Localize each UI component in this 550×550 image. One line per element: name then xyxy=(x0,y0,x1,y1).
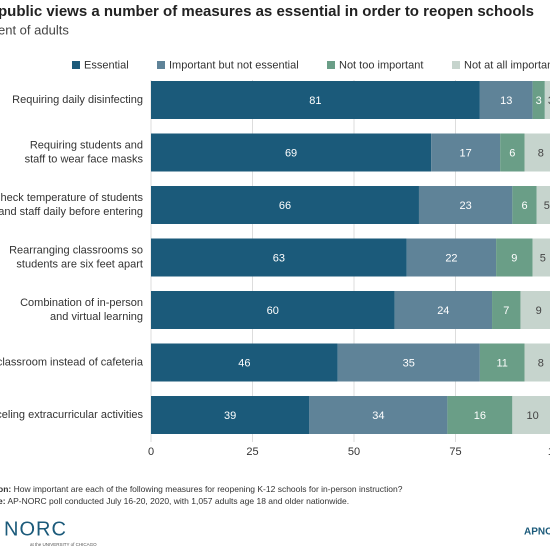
bar-segment xyxy=(492,291,521,329)
bar-segment xyxy=(479,343,525,382)
bar-segment xyxy=(151,238,407,277)
value-label: 7 xyxy=(503,305,509,317)
value-label: 5 xyxy=(544,200,550,212)
legend-swatch xyxy=(157,61,165,69)
value-label: 66 xyxy=(279,200,291,212)
chart-subtitle: ent of adults xyxy=(0,22,69,37)
legend-swatch xyxy=(452,61,460,69)
category-label: anceling extracurricular activities xyxy=(0,409,143,421)
bar-segment xyxy=(337,343,480,382)
legend-label: Not at all importan xyxy=(464,59,550,71)
value-label: 9 xyxy=(536,305,542,317)
value-label: 5 xyxy=(540,252,546,264)
x-tick-label: 75 xyxy=(449,446,461,458)
category-label: Requiring daily disinfecting xyxy=(12,94,143,106)
bar-segment xyxy=(544,81,550,119)
bar-segment xyxy=(447,396,513,434)
category-label: Combination of in-person xyxy=(20,297,143,309)
x-tick-label: 50 xyxy=(348,446,360,458)
category-label: students are six feet apart xyxy=(16,258,143,270)
bar-segment xyxy=(524,343,550,382)
source-label: e: xyxy=(0,496,6,506)
question: How important are each of the following … xyxy=(14,484,403,494)
bar-segment xyxy=(479,81,533,119)
value-label: 22 xyxy=(445,252,457,264)
value-label: 10 xyxy=(527,410,539,422)
value-label: 39 xyxy=(224,410,236,422)
x-tick-label: 25 xyxy=(246,446,258,458)
bar-segment xyxy=(309,396,448,434)
x-tick-label: 0 xyxy=(148,446,154,458)
bar-segment xyxy=(151,81,480,119)
source: AP-NORC poll conducted July 16-20, 2020,… xyxy=(7,496,349,506)
bar-segment xyxy=(151,291,395,329)
bar-segment xyxy=(532,238,550,277)
bar-segment xyxy=(151,343,338,382)
value-label: 6 xyxy=(521,200,527,212)
value-label: 24 xyxy=(437,305,449,317)
bar-segment xyxy=(532,81,545,119)
x-tick-label: 100 xyxy=(548,446,550,458)
value-label: 69 xyxy=(285,147,297,159)
footer-source: e: AP-NORC poll conducted July 16-20, 20… xyxy=(0,496,349,506)
value-label: 60 xyxy=(267,305,279,317)
category-label: Check temperature of students xyxy=(0,192,143,204)
brand: APNO xyxy=(524,527,550,538)
category-label: and virtual learning xyxy=(50,311,143,323)
bar-segment xyxy=(500,133,525,172)
value-label: 3 xyxy=(536,95,542,107)
value-label: 35 xyxy=(403,357,415,369)
chart-title: public views a number of measures as ess… xyxy=(0,3,534,20)
legend-swatch xyxy=(72,61,80,69)
bar-segment xyxy=(512,186,537,224)
legend-label: Essential xyxy=(84,59,129,71)
footer-question: on: How important are each of the follow… xyxy=(0,484,403,494)
legend-label: Important but not essential xyxy=(169,59,299,71)
value-label: 8 xyxy=(538,357,544,369)
bar-segment xyxy=(151,396,310,434)
value-label: 9 xyxy=(511,252,517,264)
bar-segment xyxy=(394,291,493,329)
category-label: Rearranging classrooms so xyxy=(9,244,143,256)
value-label: 81 xyxy=(309,95,321,107)
value-label: 63 xyxy=(273,252,285,264)
legend-label: Not too important xyxy=(339,59,423,71)
bar-segment xyxy=(520,291,550,329)
logo: NORC xyxy=(4,518,67,540)
category-label: and staff daily before entering xyxy=(0,206,143,218)
bar-segment xyxy=(418,186,513,224)
value-label: 11 xyxy=(496,357,507,369)
bar-segment xyxy=(406,238,497,277)
value-label: 8 xyxy=(538,147,544,159)
value-label: 46 xyxy=(238,357,250,369)
value-label: 23 xyxy=(460,200,472,212)
bar-segment xyxy=(536,186,550,224)
bar-segment xyxy=(151,133,432,172)
value-label: 16 xyxy=(474,410,486,422)
value-label: 3 xyxy=(548,95,550,107)
bar-segment xyxy=(496,238,533,277)
value-label: 13 xyxy=(500,95,512,107)
bar-segment xyxy=(512,396,550,434)
question-label: on: xyxy=(0,484,11,494)
value-label: 34 xyxy=(372,410,384,422)
logo-sub: at the UNIVERSITY of CHICAGO xyxy=(30,542,97,547)
category-label: staff to wear face masks xyxy=(25,153,144,165)
bar-segment xyxy=(524,133,550,172)
category-label: in classroom instead of cafeteria xyxy=(0,356,144,368)
value-label: 17 xyxy=(460,147,472,159)
category-label: Requiring students and xyxy=(30,139,143,151)
legend-swatch xyxy=(327,61,335,69)
bar-segment xyxy=(431,133,501,172)
bar-segment xyxy=(151,186,419,224)
value-label: 6 xyxy=(509,147,515,159)
